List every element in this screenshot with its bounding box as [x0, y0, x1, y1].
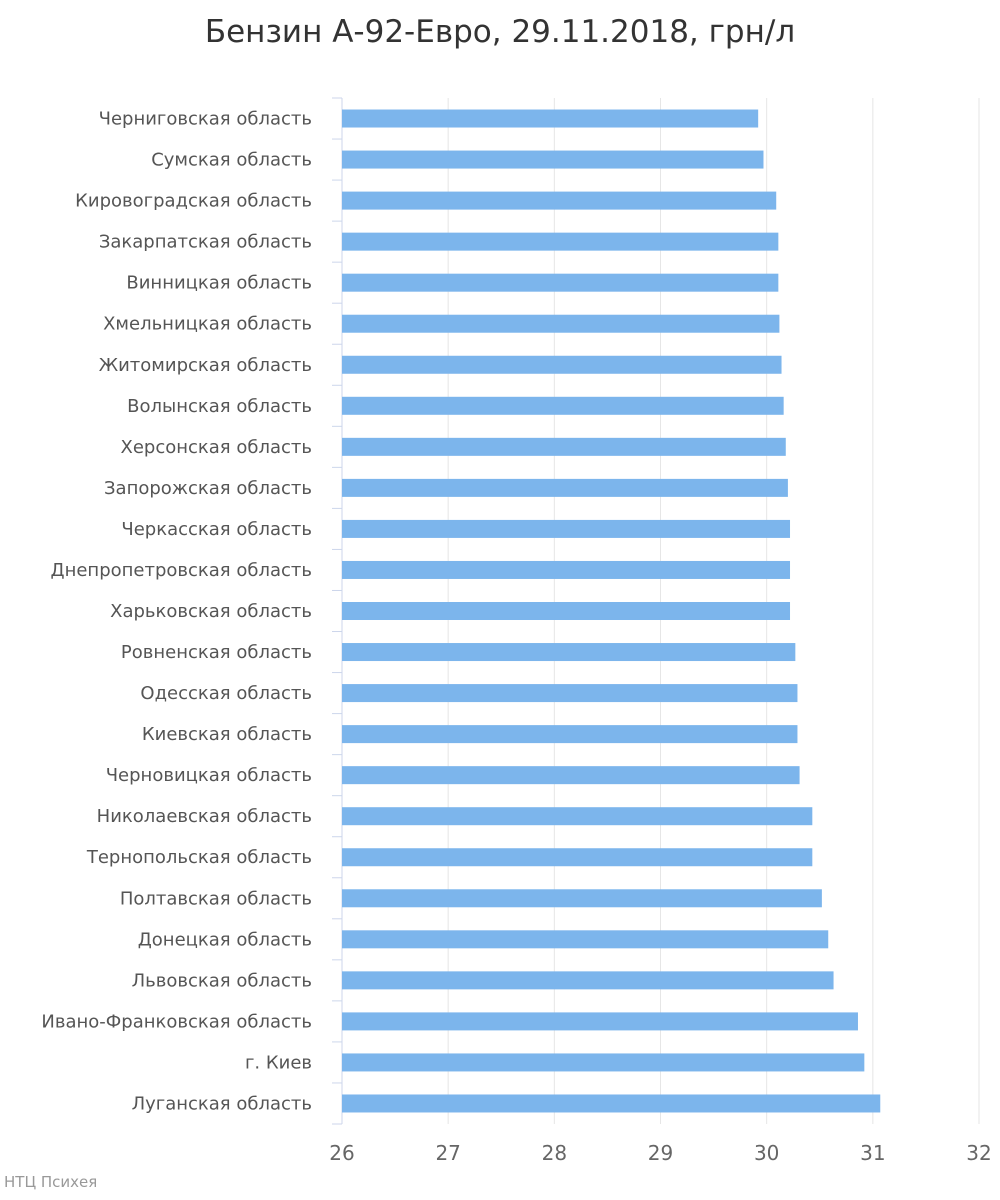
category-label: Черновицкая область — [106, 765, 312, 786]
category-label: Киевская область — [142, 724, 312, 745]
bar — [342, 725, 798, 744]
bar — [342, 643, 796, 662]
category-label: Одесская область — [140, 683, 312, 704]
category-label: Закарпатская область — [99, 232, 312, 253]
category-label: Винницкая область — [126, 273, 312, 294]
x-tick-label: 26 — [329, 1141, 354, 1165]
x-tick-label: 31 — [860, 1141, 885, 1165]
bar — [342, 684, 798, 703]
bar — [342, 1094, 881, 1113]
bar — [342, 232, 779, 251]
bar — [342, 150, 764, 169]
category-label: Ровненская область — [121, 642, 312, 663]
bar — [342, 889, 822, 908]
category-label: Днепропетровская область — [51, 560, 312, 581]
bar — [342, 930, 829, 949]
category-label: Ивано-Франковская область — [41, 1011, 312, 1032]
category-label: Полтавская область — [120, 888, 312, 909]
category-label: Харьковская область — [110, 601, 312, 622]
x-tick-label: 28 — [542, 1141, 567, 1165]
category-label: Сумская область — [151, 150, 312, 171]
category-label: Херсонская область — [121, 437, 313, 458]
bar — [342, 109, 759, 128]
bar — [342, 602, 791, 620]
bar — [342, 396, 784, 415]
bar — [342, 519, 791, 538]
bar — [342, 1012, 858, 1031]
bar — [342, 766, 800, 785]
bar — [342, 273, 779, 292]
bar — [342, 314, 780, 333]
bar — [342, 560, 791, 579]
category-label: Луганская область — [132, 1093, 312, 1114]
category-label: Кировоградская область — [75, 191, 312, 212]
bar — [342, 355, 782, 374]
credit-label: НТЦ Психея — [4, 1173, 98, 1191]
chart-title: Бензин А-92-Евро, 29.11.2018, грн/л — [204, 14, 796, 50]
bar — [342, 971, 834, 990]
x-tick-label: 30 — [754, 1141, 779, 1165]
bar — [342, 807, 813, 826]
category-label: Николаевская область — [97, 806, 312, 827]
bar — [342, 848, 813, 867]
bar — [342, 1053, 865, 1072]
x-tick-label: 32 — [966, 1141, 991, 1165]
x-tick-label: 29 — [648, 1141, 673, 1165]
bar — [342, 191, 777, 210]
category-label: Житомирская область — [99, 355, 312, 376]
category-label: Донецкая область — [138, 929, 312, 950]
category-label: Запорожская область — [104, 478, 312, 499]
category-label: Черкасская область — [121, 519, 312, 540]
category-label: Волынская область — [127, 396, 312, 417]
category-label: Тернопольская область — [86, 847, 312, 868]
bar — [342, 437, 786, 456]
x-tick-label: 27 — [435, 1141, 460, 1165]
bar — [342, 478, 788, 497]
category-label: г. Киев — [245, 1052, 312, 1073]
category-label: Львовская область — [132, 970, 312, 991]
category-label: Хмельницкая область — [103, 314, 312, 335]
category-label: Черниговская область — [99, 109, 312, 130]
